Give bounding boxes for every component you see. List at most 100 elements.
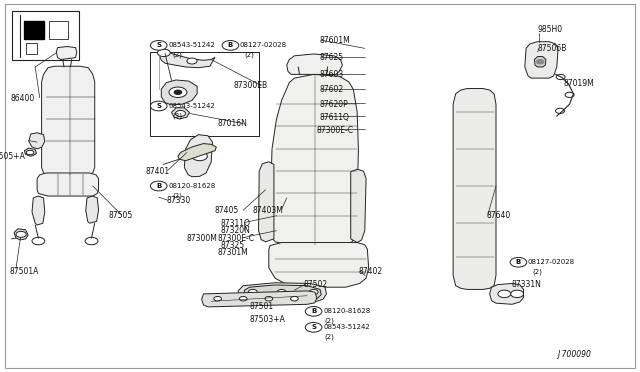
Text: B: B [228, 42, 233, 48]
Text: 08543-51242: 08543-51242 [168, 42, 215, 48]
Polygon shape [24, 148, 36, 156]
Text: 87331N: 87331N [512, 280, 542, 289]
Circle shape [536, 60, 544, 64]
Text: 87620P: 87620P [320, 100, 349, 109]
Bar [26, 43, 37, 54]
Circle shape [16, 231, 26, 237]
Text: B: B [516, 259, 521, 265]
Text: 87625: 87625 [320, 53, 344, 62]
Circle shape [32, 237, 45, 245]
Polygon shape [29, 133, 45, 149]
Circle shape [556, 108, 564, 113]
Circle shape [192, 152, 207, 161]
Circle shape [187, 58, 197, 64]
Text: 87301M: 87301M [218, 248, 248, 257]
Text: 87300EB: 87300EB [234, 81, 268, 90]
Polygon shape [202, 291, 317, 307]
Text: (2): (2) [173, 192, 182, 199]
Text: B: B [311, 308, 316, 314]
Circle shape [174, 90, 182, 94]
Text: 87330: 87330 [166, 196, 191, 205]
Text: 87502: 87502 [304, 280, 328, 289]
Polygon shape [534, 57, 546, 67]
Polygon shape [453, 89, 496, 289]
Text: 87603: 87603 [320, 70, 344, 79]
Circle shape [309, 289, 318, 295]
Circle shape [26, 150, 34, 155]
Text: 08120-81628: 08120-81628 [168, 183, 216, 189]
Polygon shape [351, 169, 366, 243]
Text: 87320N: 87320N [221, 226, 251, 235]
Text: 87019M: 87019M [563, 79, 594, 88]
Circle shape [175, 110, 186, 116]
Circle shape [277, 289, 286, 295]
Polygon shape [184, 135, 212, 177]
Polygon shape [159, 50, 215, 68]
Text: (2): (2) [173, 52, 182, 58]
Text: (2): (2) [532, 269, 542, 275]
Circle shape [565, 92, 574, 97]
Bar [49, 21, 68, 39]
Text: 87505: 87505 [109, 211, 133, 220]
Text: 87300E-C: 87300E-C [316, 126, 353, 135]
Polygon shape [14, 229, 28, 240]
Circle shape [265, 296, 273, 301]
Polygon shape [172, 108, 189, 119]
Circle shape [248, 289, 257, 295]
Polygon shape [178, 144, 216, 161]
Text: 87300M: 87300M [187, 234, 218, 243]
Circle shape [150, 101, 167, 111]
Bar [24, 21, 44, 39]
Bar [150, 52, 259, 136]
Polygon shape [37, 173, 99, 196]
Text: 08543-51242: 08543-51242 [168, 103, 215, 109]
Text: (3): (3) [173, 112, 183, 119]
Polygon shape [490, 283, 524, 304]
Polygon shape [238, 283, 326, 301]
Polygon shape [86, 196, 99, 223]
Text: 87505+A: 87505+A [0, 152, 26, 161]
Polygon shape [270, 74, 358, 245]
Text: (2): (2) [324, 334, 334, 340]
Text: 87016N: 87016N [218, 119, 248, 128]
Polygon shape [259, 162, 274, 242]
Text: 87402: 87402 [358, 267, 383, 276]
Text: 87611Q: 87611Q [320, 113, 350, 122]
Circle shape [239, 296, 247, 301]
Polygon shape [161, 80, 197, 105]
Text: J 700090: J 700090 [557, 350, 591, 359]
Text: 985H0: 985H0 [538, 25, 563, 34]
Text: 87506B: 87506B [538, 44, 567, 53]
Text: S: S [156, 42, 161, 48]
Text: 87602: 87602 [320, 85, 344, 94]
Circle shape [157, 49, 170, 57]
Circle shape [556, 74, 565, 80]
Circle shape [85, 237, 98, 245]
Circle shape [305, 323, 322, 332]
Polygon shape [244, 285, 321, 300]
Text: 87401: 87401 [145, 167, 170, 176]
Text: 87601M: 87601M [320, 36, 351, 45]
Polygon shape [32, 196, 45, 225]
Circle shape [510, 257, 527, 267]
Circle shape [498, 290, 511, 298]
Text: 87311Q: 87311Q [221, 219, 251, 228]
Circle shape [222, 41, 239, 50]
Circle shape [150, 181, 167, 191]
Circle shape [511, 290, 524, 298]
Text: 87503+A: 87503+A [250, 315, 285, 324]
Circle shape [214, 296, 221, 301]
Text: 08543-51242: 08543-51242 [323, 324, 370, 330]
Bar [12, 11, 79, 60]
Text: 87501A: 87501A [10, 267, 39, 276]
Text: 87405: 87405 [214, 206, 239, 215]
Text: (2): (2) [324, 318, 334, 324]
Text: B: B [156, 183, 161, 189]
Circle shape [291, 296, 298, 301]
Text: 08127-02028: 08127-02028 [240, 42, 287, 48]
Text: 87501: 87501 [250, 302, 274, 311]
Polygon shape [42, 66, 95, 175]
Polygon shape [269, 243, 369, 287]
Polygon shape [56, 46, 77, 60]
Text: S: S [311, 324, 316, 330]
